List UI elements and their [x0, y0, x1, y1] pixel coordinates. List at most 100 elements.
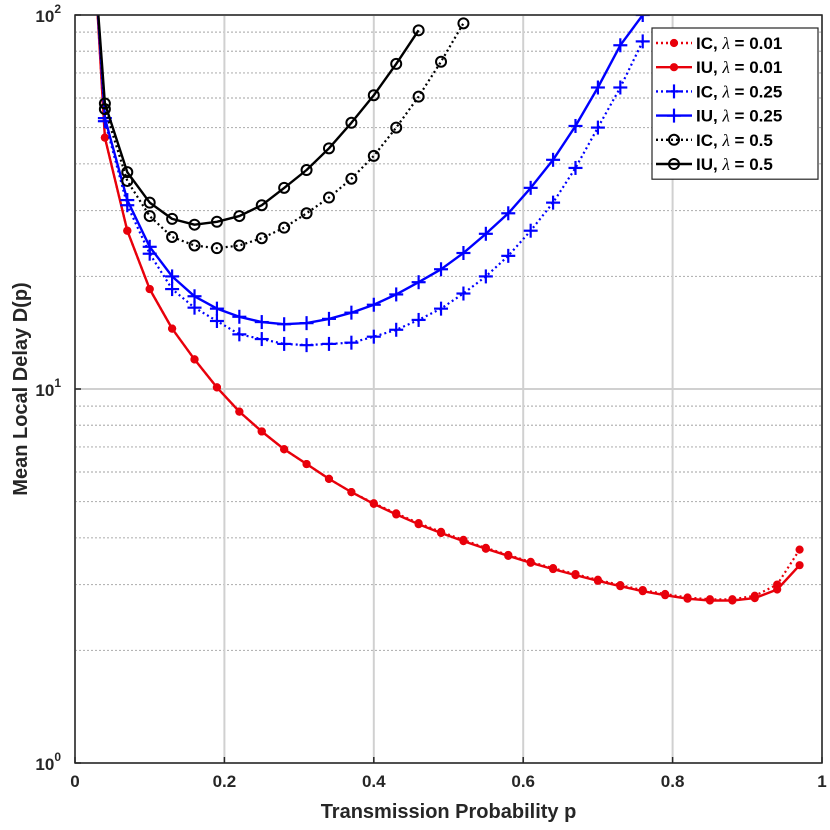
data-point — [210, 242, 223, 255]
data-point — [456, 286, 471, 301]
data-point — [277, 336, 292, 351]
data-point — [254, 332, 269, 347]
legend-label: IU, λ = 0.01 — [696, 58, 782, 77]
data-point — [683, 594, 692, 603]
data-point — [232, 309, 247, 324]
data-point — [98, 97, 111, 110]
data-point — [457, 17, 470, 30]
data-point — [392, 510, 401, 519]
data-point — [188, 239, 201, 252]
series-line — [97, 15, 420, 226]
data-point — [478, 269, 493, 284]
data-point — [210, 215, 223, 228]
data-point — [366, 329, 381, 344]
data-point — [120, 193, 135, 208]
legend-label: IU, λ = 0.25 — [696, 107, 782, 126]
data-point — [593, 576, 603, 585]
data-point — [233, 239, 246, 252]
data-point — [638, 587, 647, 596]
data-point — [143, 196, 156, 209]
data-point — [546, 195, 561, 210]
y-tick-label: 102 — [35, 2, 61, 26]
data-point — [166, 230, 179, 243]
series-5 — [97, 15, 425, 231]
data-point — [322, 191, 335, 204]
y-tick-label: 101 — [35, 376, 61, 400]
data-point — [209, 313, 224, 328]
data-point — [661, 591, 670, 600]
data-point — [100, 133, 109, 142]
y-tick-label: 100 — [35, 750, 61, 774]
legend-item: IC, λ = 0.01 — [656, 34, 782, 53]
data-point — [369, 499, 378, 508]
data-point — [302, 459, 311, 469]
data-point — [412, 24, 425, 37]
data-point — [344, 335, 359, 350]
data-point — [280, 445, 289, 454]
x-tick-label: 0.6 — [511, 772, 535, 791]
data-point — [254, 315, 269, 330]
data-point — [501, 206, 516, 221]
data-point — [277, 317, 292, 332]
data-point — [321, 336, 336, 351]
series-3 — [96, 15, 650, 332]
data-point — [389, 287, 404, 302]
x-tick-label: 0.2 — [213, 772, 237, 791]
legend-item: IU, λ = 0.25 — [656, 107, 782, 126]
legend-label: IU, λ = 0.5 — [696, 155, 773, 174]
legend-box — [651, 27, 819, 180]
data-point — [347, 488, 356, 497]
x-axis-title: Transmission Probability p — [321, 801, 577, 823]
data-point — [300, 164, 313, 177]
data-point — [366, 297, 381, 312]
legend-marker — [668, 133, 680, 146]
data-point — [188, 218, 201, 231]
data-point — [321, 311, 336, 326]
data-point — [143, 210, 156, 223]
data-point — [168, 324, 177, 333]
legend-item: IC, λ = 0.25 — [656, 82, 782, 101]
data-point — [546, 152, 561, 167]
data-point — [257, 427, 266, 436]
data-point — [412, 90, 425, 103]
data-point — [590, 120, 605, 135]
y-axis-title: Mean Local Delay D(p) — [10, 282, 32, 495]
data-point — [255, 199, 268, 212]
data-point — [278, 181, 291, 194]
legend-marker — [669, 63, 679, 72]
data-point — [142, 239, 157, 254]
data-point — [481, 544, 490, 553]
x-axis-ticks: 0 0.2 0.4 0.6 0.8 1 — [70, 757, 827, 791]
data-point — [235, 407, 244, 416]
y-axis-ticks: 100 101 102 — [35, 2, 81, 774]
data-point — [705, 596, 715, 605]
data-point — [590, 80, 605, 95]
data-point — [795, 561, 804, 570]
x-tick-label: 0.4 — [362, 772, 386, 791]
series-layer — [96, 15, 804, 605]
data-point — [367, 149, 380, 162]
data-point — [728, 596, 737, 605]
series-1 — [96, 15, 804, 605]
series-line — [96, 15, 644, 347]
series-4 — [97, 15, 470, 255]
data-point — [459, 537, 468, 546]
data-point — [389, 322, 404, 337]
data-point — [345, 116, 358, 129]
data-point — [616, 582, 625, 591]
minor-grid — [75, 31, 822, 652]
data-point — [414, 520, 423, 529]
data-point — [548, 564, 558, 574]
data-point — [613, 38, 628, 53]
data-point — [773, 585, 782, 594]
data-point — [436, 528, 446, 538]
data-point — [390, 121, 403, 134]
data-point — [278, 221, 291, 234]
data-point — [795, 545, 804, 554]
data-point — [255, 232, 268, 245]
legend-label: IC, λ = 0.5 — [696, 131, 773, 150]
data-point — [523, 223, 538, 238]
data-point — [299, 338, 314, 353]
legend-marker — [668, 158, 680, 170]
legend-marker — [667, 108, 681, 123]
